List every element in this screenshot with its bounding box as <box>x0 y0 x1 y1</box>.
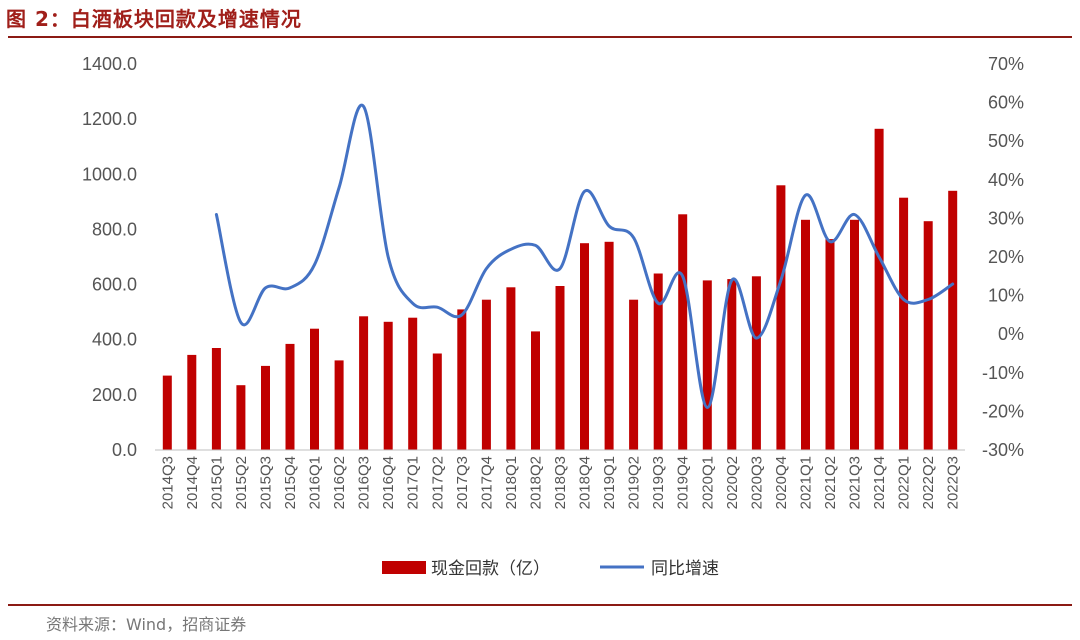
right-tick-label: 20% <box>988 247 1024 267</box>
x-tick-label: 2017Q2 <box>429 456 446 509</box>
bar-2016Q4 <box>383 321 393 450</box>
x-tick-label: 2021Q3 <box>847 456 864 509</box>
x-tick-label: 2015Q3 <box>258 456 275 509</box>
bar-2016Q3 <box>359 316 369 450</box>
x-tick-label: 2017Q3 <box>454 456 471 509</box>
left-tick-label: 600.0 <box>92 275 137 295</box>
right-tick-label: 60% <box>988 93 1024 113</box>
bar-2018Q2 <box>531 331 540 450</box>
left-tick-label: 0.0 <box>112 440 137 460</box>
left-tick-label: 1000.0 <box>82 164 137 184</box>
x-tick-label: 2018Q1 <box>503 456 520 509</box>
left-tick-label: 800.0 <box>92 219 137 239</box>
bar-2015Q3 <box>261 365 270 450</box>
bar-2021Q2 <box>825 239 835 450</box>
x-tick-label: 2020Q1 <box>699 456 716 509</box>
x-tick-label: 2020Q2 <box>724 456 741 509</box>
bar-2016Q1 <box>310 328 319 450</box>
x-tick-label: 2021Q4 <box>871 456 888 509</box>
left-axis-ticks: 0.0 200.0 400.0 600.0 800.0 1000.0 1200.0 1400.… <box>82 54 137 460</box>
chart-canvas: 0.0 200.0 400.0 600.0 800.0 1000.0 1200.0 1400.… <box>82 54 1024 579</box>
left-tick-label: 400.0 <box>92 330 137 350</box>
bar-2022Q3 <box>948 190 958 451</box>
x-tick-label: 2017Q4 <box>478 456 495 509</box>
x-axis-ticks: 2014Q3 2014Q4 2015Q1 2015Q2 2015Q3 2015Q4 2016… <box>159 456 961 509</box>
bar-2015Q4 <box>285 343 295 450</box>
x-tick-label: 2021Q1 <box>798 456 815 509</box>
left-tick-label: 1200.0 <box>82 109 137 129</box>
bar-2022Q1 <box>899 197 909 450</box>
x-tick-label: 2014Q3 <box>159 456 176 509</box>
x-tick-label: 2016Q1 <box>307 456 324 509</box>
left-tick-label: 1400.0 <box>82 54 137 74</box>
right-tick-label: 0% <box>998 324 1024 344</box>
bar-2016Q2 <box>334 360 344 450</box>
x-tick-label: 2016Q3 <box>356 456 373 509</box>
right-tick-label: -20% <box>982 401 1024 421</box>
x-tick-label: 2018Q2 <box>528 456 545 509</box>
right-tick-label: -30% <box>982 440 1024 460</box>
x-tick-label: 2019Q4 <box>675 456 692 509</box>
x-tick-label: 2020Q4 <box>773 456 790 509</box>
growth-line <box>214 103 955 410</box>
bar-2021Q1 <box>801 219 810 450</box>
x-tick-label: 2014Q4 <box>184 456 201 509</box>
bar-2014Q4 <box>187 354 197 450</box>
x-tick-label: 2022Q1 <box>896 456 913 509</box>
x-tick-label: 2016Q4 <box>380 456 397 509</box>
figure-title: 图 2：白酒板块回款及增速情况 <box>6 7 302 31</box>
right-tick-label: 40% <box>988 170 1024 190</box>
bar-2017Q1 <box>408 317 418 450</box>
legend-line-label: 同比增速 <box>651 559 719 579</box>
bar-2018Q1 <box>506 287 516 450</box>
x-tick-label: 2021Q2 <box>822 456 839 509</box>
title-divider <box>8 36 1072 38</box>
chart-legend: 现金回款（亿） 同比增速 <box>382 559 719 579</box>
x-tick-label: 2015Q4 <box>282 456 299 509</box>
bar-2020Q2 <box>727 279 737 450</box>
right-tick-label: 10% <box>988 286 1024 306</box>
bar-2021Q4 <box>874 128 884 451</box>
bar-2015Q1 <box>211 348 221 450</box>
bar-2017Q4 <box>481 299 491 450</box>
right-tick-label: -10% <box>982 363 1024 383</box>
x-tick-label: 2020Q3 <box>748 456 765 509</box>
x-tick-label: 2019Q3 <box>650 456 667 509</box>
x-tick-label: 2019Q1 <box>601 456 618 509</box>
source-note: 资料来源：Wind，招商证券 <box>46 615 247 634</box>
bar-2017Q2 <box>432 353 442 450</box>
right-tick-label: 50% <box>988 131 1024 151</box>
bar-2021Q3 <box>850 219 859 450</box>
bar-2020Q1 <box>702 280 712 450</box>
legend-bar-label: 现金回款（亿） <box>431 559 550 579</box>
bar-series <box>162 128 958 451</box>
right-axis-ticks: -30% -20% -10% 0% 10% 20% 30% 40% 50% 60% 70% <box>982 54 1024 460</box>
x-tick-label: 2019Q2 <box>626 456 643 509</box>
x-tick-label: 2022Q3 <box>945 456 962 509</box>
x-tick-label: 2018Q3 <box>552 456 569 509</box>
bar-2017Q3 <box>457 309 467 450</box>
bar-2019Q4 <box>678 214 688 450</box>
x-tick-label: 2016Q2 <box>331 456 348 509</box>
legend-bar-swatch <box>382 561 426 574</box>
bar-2014Q3 <box>162 375 172 450</box>
x-tick-label: 2018Q4 <box>577 456 594 509</box>
bar-2020Q4 <box>776 185 786 451</box>
bar-2018Q4 <box>580 243 589 450</box>
bar-2020Q3 <box>751 276 761 450</box>
bar-2022Q2 <box>923 221 933 450</box>
x-tick-label: 2017Q1 <box>405 456 422 509</box>
bar-2019Q1 <box>604 241 614 450</box>
bar-2015Q2 <box>236 385 246 450</box>
right-tick-label: 30% <box>988 208 1024 228</box>
left-tick-label: 200.0 <box>92 385 137 405</box>
bar-2018Q3 <box>555 286 565 450</box>
x-tick-label: 2015Q2 <box>233 456 250 509</box>
source-divider <box>8 604 1072 606</box>
bar-2019Q3 <box>653 273 663 450</box>
right-tick-label: 70% <box>988 54 1024 74</box>
x-tick-label: 2015Q1 <box>208 456 225 509</box>
x-tick-label: 2022Q2 <box>920 456 937 509</box>
bar-2019Q2 <box>629 299 639 450</box>
